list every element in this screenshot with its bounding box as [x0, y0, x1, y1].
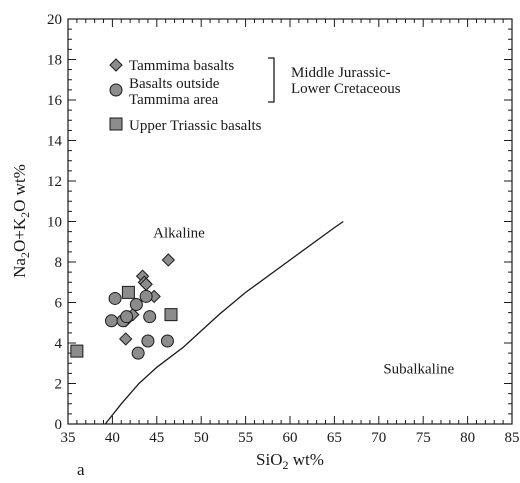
circle-point	[143, 310, 157, 324]
x-tick-label: 85	[505, 430, 520, 446]
circle-point	[120, 310, 134, 324]
y-tick-label: 8	[55, 255, 63, 271]
y-tick-label: 10	[47, 215, 62, 231]
region-label: Alkaline	[153, 226, 205, 242]
circle-point	[131, 346, 145, 360]
diamond-point	[161, 253, 176, 267]
legend-square-marker	[109, 117, 123, 131]
legend-group-label-line1: Middle Jurassic-	[291, 65, 391, 81]
x-tick-label: 60	[283, 430, 298, 446]
x-tick-label: 80	[460, 430, 475, 446]
legend: Tammima basalts Basalts outside Tammima …	[109, 57, 401, 134]
region-label: Subalkaline	[383, 361, 454, 377]
x-tick-labels: 35 40 45 50 55 60 65 70 75 80 85	[61, 430, 520, 446]
square-point	[70, 344, 84, 358]
x-tick-label: 65	[327, 430, 342, 446]
circle-point	[141, 334, 155, 348]
x-tick-label: 75	[416, 430, 431, 446]
y-axis-title: Na2O+K2O wt%	[10, 164, 32, 278]
y-tick-label: 16	[47, 93, 63, 109]
x-tick-label: 55	[238, 430, 253, 446]
legend-label-tammima: Tammima basalts	[129, 58, 234, 74]
y-tick-label: 6	[55, 296, 63, 312]
y-tick-labels: 0 2 4 6 8 10 12 14 16 18 20	[47, 12, 63, 433]
legend-label-outside-area: Tammima area	[129, 92, 219, 108]
legend-label-outside: Basalts outside	[129, 76, 220, 92]
x-tick-label: 35	[61, 430, 76, 446]
square-point	[164, 308, 178, 322]
circle-point	[129, 298, 143, 312]
legend-group-label-line2: Lower Cretaceous	[291, 81, 401, 97]
x-tick-label: 45	[149, 430, 164, 446]
x-axis-title: SiO2 wt%	[256, 450, 324, 472]
region-labels: Alkaline Subalkaline	[153, 226, 454, 378]
circle-point	[105, 314, 119, 328]
diamond-point	[119, 332, 133, 346]
axis-ticks	[67, 18, 513, 425]
legend-diamond-marker	[109, 58, 123, 72]
y-tick-label: 2	[55, 377, 63, 393]
legend-bracket	[268, 57, 275, 103]
legend-label-triassic: Upper Triassic basalts	[129, 118, 262, 134]
data-points	[70, 253, 178, 360]
y-tick-label: 4	[55, 336, 63, 352]
y-tick-label: 18	[47, 53, 62, 69]
legend-circle-marker	[109, 83, 123, 97]
y-tick-label: 20	[47, 12, 62, 28]
circle-point	[108, 291, 122, 305]
y-tick-label: 0	[55, 417, 63, 433]
x-tick-label: 40	[105, 430, 120, 446]
y-tick-label: 12	[47, 174, 62, 190]
circle-point	[160, 334, 174, 348]
circle-point	[139, 289, 153, 303]
x-tick-label: 70	[371, 430, 386, 446]
panel-label: a	[77, 460, 85, 479]
y-tick-label: 14	[47, 134, 63, 150]
alkaline-subalkaline-boundary	[104, 220, 344, 425]
x-tick-label: 50	[194, 430, 209, 446]
square-point	[121, 285, 135, 299]
